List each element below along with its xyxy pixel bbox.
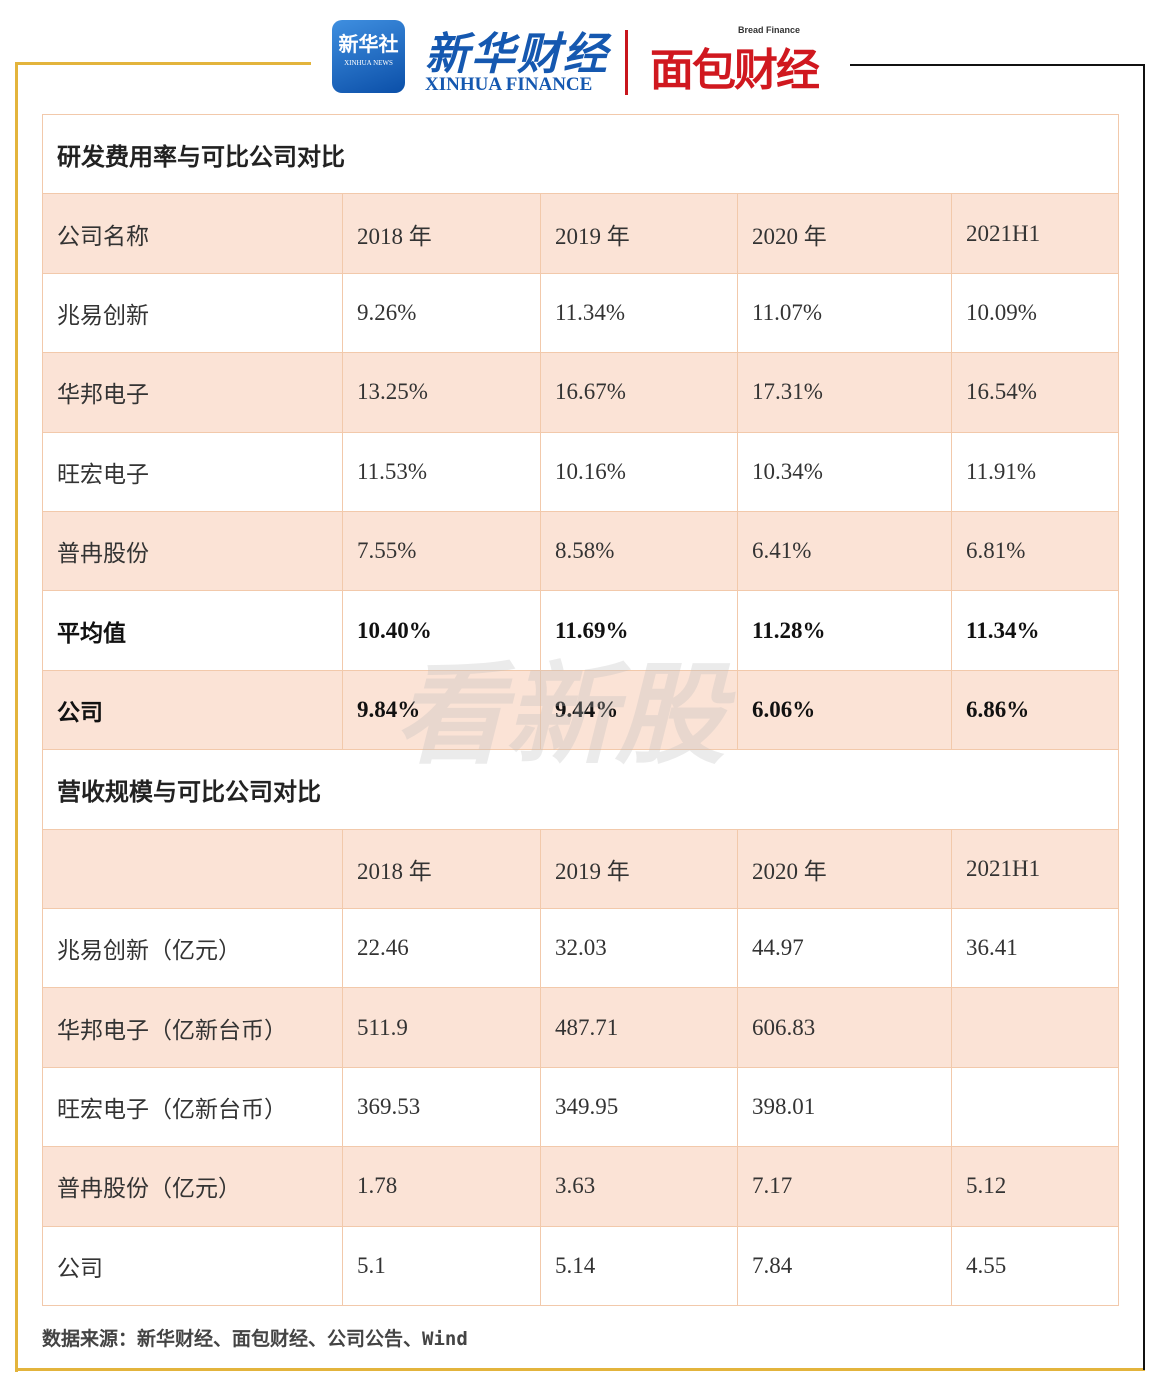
- cell-value: 9.26%: [342, 272, 541, 354]
- column-header: [42, 828, 343, 909]
- cell-value: 6.06%: [737, 669, 952, 751]
- column-header: 2021H1: [951, 828, 1119, 909]
- row-name: 华邦电子: [42, 352, 343, 433]
- watermark: 看新股: [395, 651, 725, 779]
- cell-value: 11.34%: [951, 590, 1119, 671]
- cell-value: 369.53: [342, 1066, 541, 1148]
- cell-value: 11.69%: [540, 590, 738, 671]
- column-header: 2020 年: [737, 193, 952, 274]
- cell-value: 32.03: [540, 908, 738, 989]
- cell-value: 1.78: [342, 1146, 541, 1227]
- cell-value: 10.34%: [737, 431, 952, 512]
- cell-value: 11.28%: [737, 590, 952, 671]
- cell-value: 17.31%: [737, 352, 952, 433]
- cell-value: 22.46: [342, 908, 541, 989]
- source-note: 数据来源：新华财经、面包财经、公司公告、Wind: [42, 1328, 468, 1350]
- column-header: 2019 年: [540, 828, 738, 909]
- row-name: 普冉股份: [42, 511, 343, 592]
- logo-text: XINHUA NEWS: [344, 59, 393, 67]
- cell-value: 606.83: [737, 987, 952, 1068]
- bread-finance-logo: 面包财经: [650, 45, 820, 96]
- frame-gold-bottom: [15, 1368, 1145, 1371]
- row-name: 旺宏电子: [42, 431, 343, 512]
- cell-value: 4.55: [951, 1225, 1119, 1306]
- cell-value: 9.44%: [540, 669, 738, 751]
- table-title: 研发费用率与可比公司对比: [42, 114, 1119, 195]
- cell-value: [951, 987, 1119, 1068]
- cell-value: 11.07%: [737, 272, 952, 354]
- cell-value: 13.25%: [342, 352, 541, 433]
- cell-value: 349.95: [540, 1066, 738, 1148]
- xinhua-finance-logo: 新华财经: [425, 30, 609, 79]
- row-name: 公司: [42, 669, 343, 751]
- cell-value: 487.71: [540, 987, 738, 1068]
- frame-gold-left: [15, 62, 18, 1372]
- xinhua-finance-logo-en: XINHUA FINANCE: [425, 74, 593, 95]
- column-header: 2021H1: [951, 193, 1119, 274]
- row-name: 兆易创新: [42, 272, 343, 354]
- cell-value: 16.67%: [540, 352, 738, 433]
- row-name: 平均值: [42, 590, 343, 671]
- row-name: 旺宏电子（亿新台币）: [42, 1066, 343, 1148]
- cell-value: 7.55%: [342, 511, 541, 592]
- cell-value: 10.16%: [540, 431, 738, 512]
- cell-value: 11.91%: [951, 431, 1119, 512]
- cell-value: 6.86%: [951, 669, 1119, 751]
- frame-gold-top: [15, 62, 311, 65]
- column-header: 公司名称: [42, 193, 343, 274]
- frame-black-right: [1143, 64, 1145, 1370]
- cell-value: 16.54%: [951, 352, 1119, 433]
- cell-value: 6.41%: [737, 511, 952, 592]
- cell-value: 5.12: [951, 1146, 1119, 1227]
- row-name: 普冉股份（亿元）: [42, 1146, 343, 1227]
- cell-value: 3.63: [540, 1146, 738, 1227]
- cell-value: [951, 1066, 1119, 1148]
- logo-divider: [625, 30, 628, 95]
- cell-value: 511.9: [342, 987, 541, 1068]
- row-name: 兆易创新（亿元）: [42, 908, 343, 989]
- column-header: 2020 年: [737, 828, 952, 909]
- cell-value: 11.53%: [342, 431, 541, 512]
- logo-text: 新华社: [338, 32, 399, 56]
- xinhua-news-logo: 新华社 XINHUA NEWS: [332, 20, 405, 93]
- row-name: 华邦电子（亿新台币）: [42, 987, 343, 1068]
- bread-finance-logo-en: Bread Finance: [738, 25, 801, 35]
- row-name: 公司: [42, 1225, 343, 1306]
- cell-value: 11.34%: [540, 272, 738, 354]
- frame-black-top: [850, 64, 1145, 66]
- column-header: 2019 年: [540, 193, 738, 274]
- cell-value: 6.81%: [951, 511, 1119, 592]
- cell-value: 36.41: [951, 908, 1119, 989]
- cell-value: 7.84: [737, 1225, 952, 1306]
- cell-value: 44.97: [737, 908, 952, 989]
- cell-value: 10.09%: [951, 272, 1119, 354]
- column-header: 2018 年: [342, 828, 541, 909]
- column-header: 2018 年: [342, 193, 541, 274]
- cell-value: 7.17: [737, 1146, 952, 1227]
- cell-value: 8.58%: [540, 511, 738, 592]
- cell-value: 5.1: [342, 1225, 541, 1306]
- cell-value: 398.01: [737, 1066, 952, 1148]
- cell-value: 5.14: [540, 1225, 738, 1306]
